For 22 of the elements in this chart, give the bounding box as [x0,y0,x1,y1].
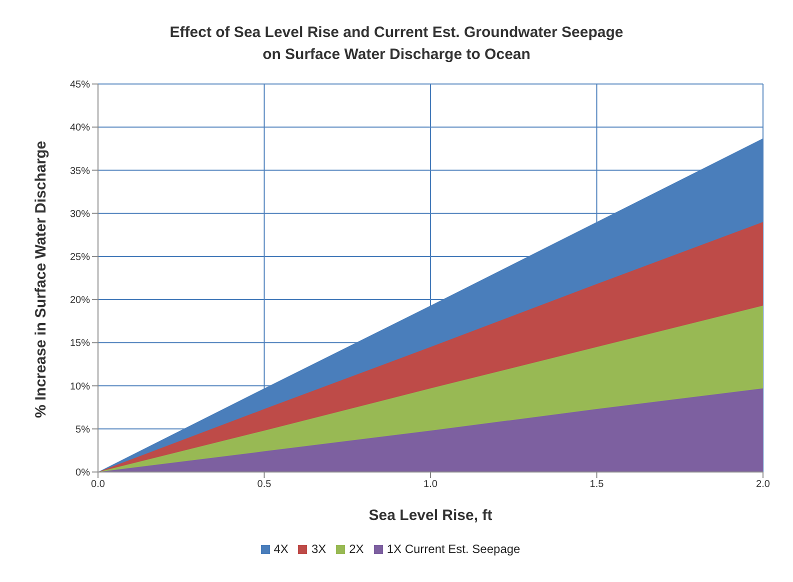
x-axis-title: Sea Level Rise, ft [368,507,492,524]
y-tick-label: 5% [76,424,90,436]
y-axis-title: % Increase in Surface Water Discharge [32,140,50,418]
legend-label: 3X [311,542,326,556]
legend-label: 1X Current Est. Seepage [386,542,520,556]
x-tick-label: 2.0 [756,479,770,490]
x-tick-label: 0.5 [257,479,272,490]
y-tick-label: 45% [70,80,90,91]
y-tick-label: 10% [70,381,90,392]
x-tick-label: 1.5 [590,479,604,490]
legend-label: 4X [274,542,288,556]
y-tick-label: 0% [76,468,90,479]
y-tick-label: 20% [70,295,90,306]
y-tick-label: 25% [70,252,90,263]
chart-title: Effect of Sea Level Rise and Current Est. Groundwater Seepage on Surface Water Discharge to Ocean [168,23,624,65]
y-tick-label: 30% [70,208,90,220]
y-tick-label: 40% [70,122,90,134]
x-tick-label: 1.0 [424,479,438,490]
y-tick-label: 15% [70,338,90,350]
legend-label: 2X [349,542,364,556]
y-tick-label: 35% [70,166,90,177]
x-tick-label: 0.0 [91,479,106,490]
